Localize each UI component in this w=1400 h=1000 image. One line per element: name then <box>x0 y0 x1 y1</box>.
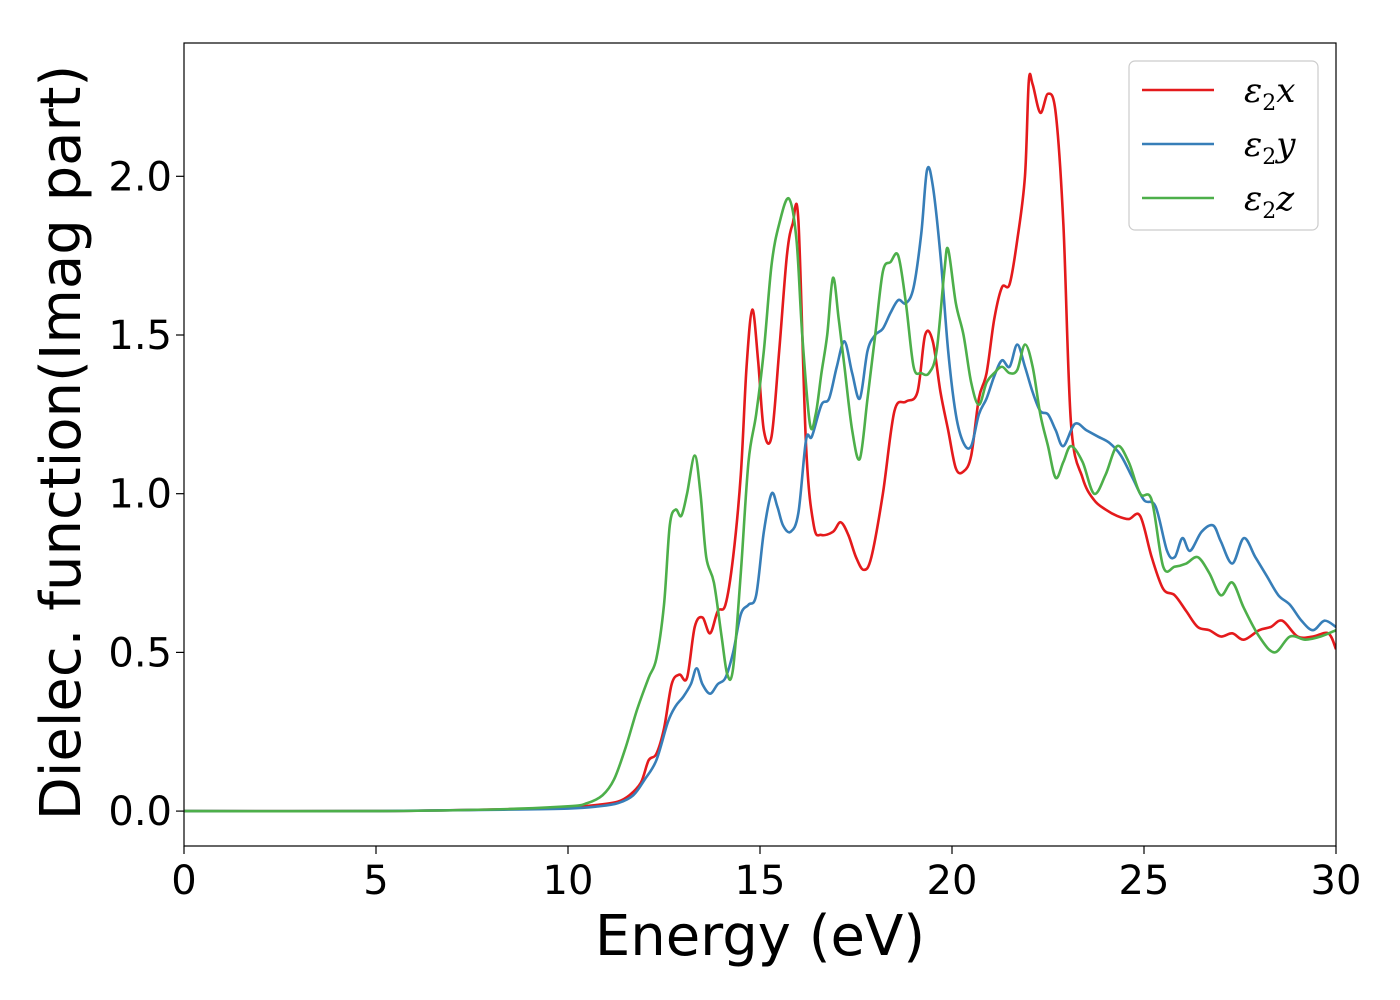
legend-component: x <box>1276 71 1295 111</box>
series-line-y <box>184 165 1336 813</box>
legend-item-z: ε2z <box>1142 179 1295 224</box>
legend-component: y <box>1274 125 1296 165</box>
x-tick-label: 5 <box>363 858 388 904</box>
series-line-x <box>184 72 1336 813</box>
legend-subscript: 2 <box>1262 91 1276 116</box>
y-tick-label: 1.5 <box>108 313 172 359</box>
legend-symbol: ε <box>1244 179 1262 219</box>
x-tick-label: 10 <box>543 858 594 904</box>
legend-item-x: ε2x <box>1142 71 1295 116</box>
legend-item-y: ε2y <box>1142 125 1296 170</box>
legend-symbol: ε <box>1244 125 1262 165</box>
series-line-z <box>184 197 1336 813</box>
legend-label: ε2x <box>1244 71 1295 116</box>
x-tick-label: 25 <box>1119 858 1170 904</box>
legend-label: ε2y <box>1244 125 1296 170</box>
legend-subscript: 2 <box>1262 199 1276 224</box>
y-tick-label: 0.5 <box>108 630 172 676</box>
legend-label: ε2z <box>1244 179 1295 224</box>
x-tick-label: 0 <box>171 858 196 904</box>
legend-subscript: 2 <box>1262 145 1276 170</box>
legend-box <box>1128 60 1319 231</box>
y-tick-label: 0.0 <box>108 789 172 835</box>
legend-component: z <box>1275 179 1295 219</box>
y-tick-label: 1.0 <box>108 472 172 518</box>
x-tick-label: 30 <box>1311 858 1362 904</box>
x-axis-title: Energy (eV) <box>595 904 925 969</box>
x-tick-label: 15 <box>735 858 786 904</box>
y-axis: 0.0 0.5 1.0 1.5 2.0 <box>108 154 184 835</box>
x-axis: 0 5 10 15 20 25 30 <box>171 846 1361 904</box>
legend-symbol: ε <box>1244 71 1262 111</box>
x-tick-label: 20 <box>927 858 978 904</box>
y-tick-label: 2.0 <box>108 154 172 200</box>
y-axis-title: Dielec. function(Imag part) <box>29 65 94 821</box>
series-layer <box>184 72 1336 813</box>
